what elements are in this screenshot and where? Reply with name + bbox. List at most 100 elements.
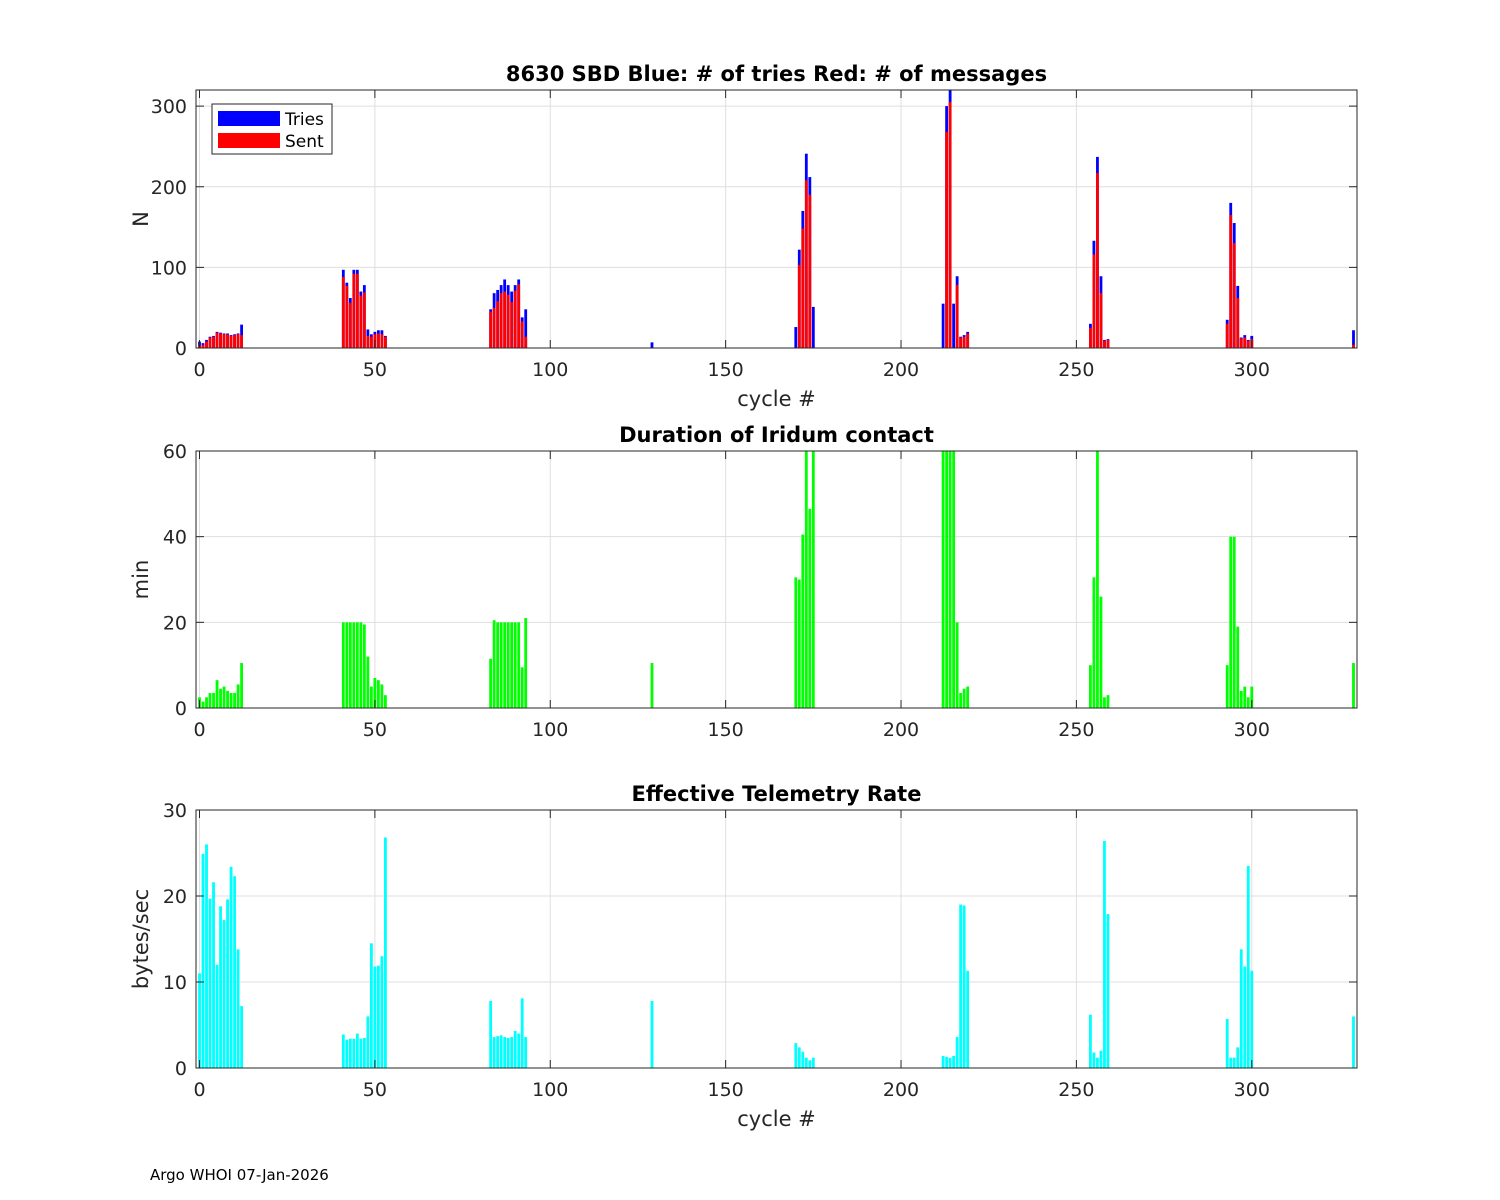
- y-tick-label: 10: [163, 972, 187, 994]
- bar: [201, 701, 205, 708]
- bar: [380, 334, 384, 348]
- y-tick-label: 200: [151, 177, 187, 199]
- bar: [513, 622, 517, 708]
- x-tick-label: 50: [363, 359, 387, 381]
- bar: [808, 1060, 812, 1068]
- bar: [808, 508, 812, 708]
- bar: [1250, 970, 1254, 1068]
- axes-box: [195, 89, 1358, 349]
- y-axis-label: min: [129, 560, 153, 600]
- bar: [506, 294, 510, 348]
- bar: [959, 337, 963, 348]
- bar: [1239, 690, 1243, 708]
- bar: [380, 684, 384, 708]
- bar: [797, 264, 801, 348]
- bar: [229, 866, 233, 1068]
- bar: [348, 622, 352, 708]
- y-tick-label: 0: [175, 1058, 187, 1080]
- bar: [966, 686, 970, 708]
- bar: [650, 663, 654, 708]
- x-tick-label: 100: [532, 719, 568, 741]
- bar: [240, 1006, 244, 1068]
- x-tick-label: 50: [363, 1079, 387, 1101]
- bar: [945, 131, 949, 348]
- bar: [229, 335, 233, 348]
- bar: [376, 333, 380, 348]
- bar: [352, 1038, 356, 1068]
- x-tick-label: 200: [883, 719, 919, 741]
- bar: [1239, 949, 1243, 1068]
- bar: [1103, 340, 1106, 348]
- chart-title: 8630 SBD Blue: # of tries Red: # of mess…: [506, 62, 1047, 86]
- bar: [215, 680, 219, 708]
- bar: [1089, 665, 1092, 708]
- axes-box: [195, 450, 1358, 709]
- bar: [794, 577, 798, 708]
- bar: [941, 1055, 945, 1068]
- bar: [222, 920, 226, 1068]
- bar: [1246, 865, 1250, 1068]
- bar: [962, 688, 966, 708]
- bar: [524, 336, 528, 348]
- bar: [945, 1056, 949, 1068]
- y-tick-label: 0: [175, 338, 187, 360]
- bar: [1106, 339, 1110, 348]
- bar: [352, 622, 356, 708]
- bar: [650, 1000, 654, 1068]
- chart-panel-1: 0 50 100 150 200 250 300 0 100 200 300 8630 SBD Blu…: [129, 62, 1358, 411]
- plot-area: [196, 451, 1357, 708]
- x-axis-label: cycle #: [737, 387, 816, 411]
- bar: [513, 1031, 517, 1068]
- bar: [797, 1047, 801, 1068]
- bar: [219, 688, 222, 708]
- bar: [1096, 173, 1099, 348]
- y-tick-label: 0: [175, 698, 187, 720]
- x-tick-label: 50: [363, 719, 387, 741]
- bar: [804, 1057, 808, 1068]
- bar: [808, 194, 812, 348]
- bar: [226, 899, 229, 1068]
- footer-credit: Argo WHOI 07-Jan-2026: [150, 1166, 329, 1184]
- bar: [1092, 254, 1096, 348]
- bar: [503, 291, 507, 348]
- bar: [359, 295, 363, 348]
- bar: [962, 336, 966, 348]
- bar: [1229, 1057, 1233, 1068]
- bar: [506, 622, 510, 708]
- x-tick-label: 250: [1058, 1079, 1094, 1101]
- bar: [948, 102, 952, 348]
- x-tick-label: 0: [193, 359, 205, 381]
- bar: [373, 966, 377, 1068]
- bar: [366, 335, 370, 348]
- bar: [517, 284, 521, 348]
- x-tick-label: 150: [708, 719, 744, 741]
- x-tick-label: 0: [193, 719, 205, 741]
- bar: [1096, 451, 1099, 708]
- legend-label-sent: Sent: [285, 132, 324, 152]
- bar: [373, 678, 377, 708]
- bar: [517, 622, 521, 708]
- bar: [233, 335, 236, 348]
- x-tick-label: 250: [1058, 359, 1094, 381]
- bar: [955, 1037, 959, 1068]
- bar: [359, 1038, 363, 1068]
- bar: [369, 686, 373, 708]
- bar: [955, 285, 959, 348]
- bar: [794, 1043, 798, 1068]
- bar: [510, 1037, 514, 1068]
- bar: [801, 228, 805, 348]
- bar: [1236, 1047, 1240, 1068]
- bar: [1225, 323, 1229, 348]
- bar: [941, 451, 945, 708]
- bar: [948, 451, 952, 708]
- bar: [366, 656, 370, 708]
- y-tick-label: 30: [163, 800, 187, 822]
- bar: [345, 1039, 349, 1068]
- bar: [229, 693, 233, 708]
- bar: [219, 906, 222, 1068]
- bar: [1229, 214, 1233, 348]
- legend-swatch-tries: [218, 111, 280, 126]
- bar: [804, 451, 808, 708]
- bar: [517, 1033, 521, 1068]
